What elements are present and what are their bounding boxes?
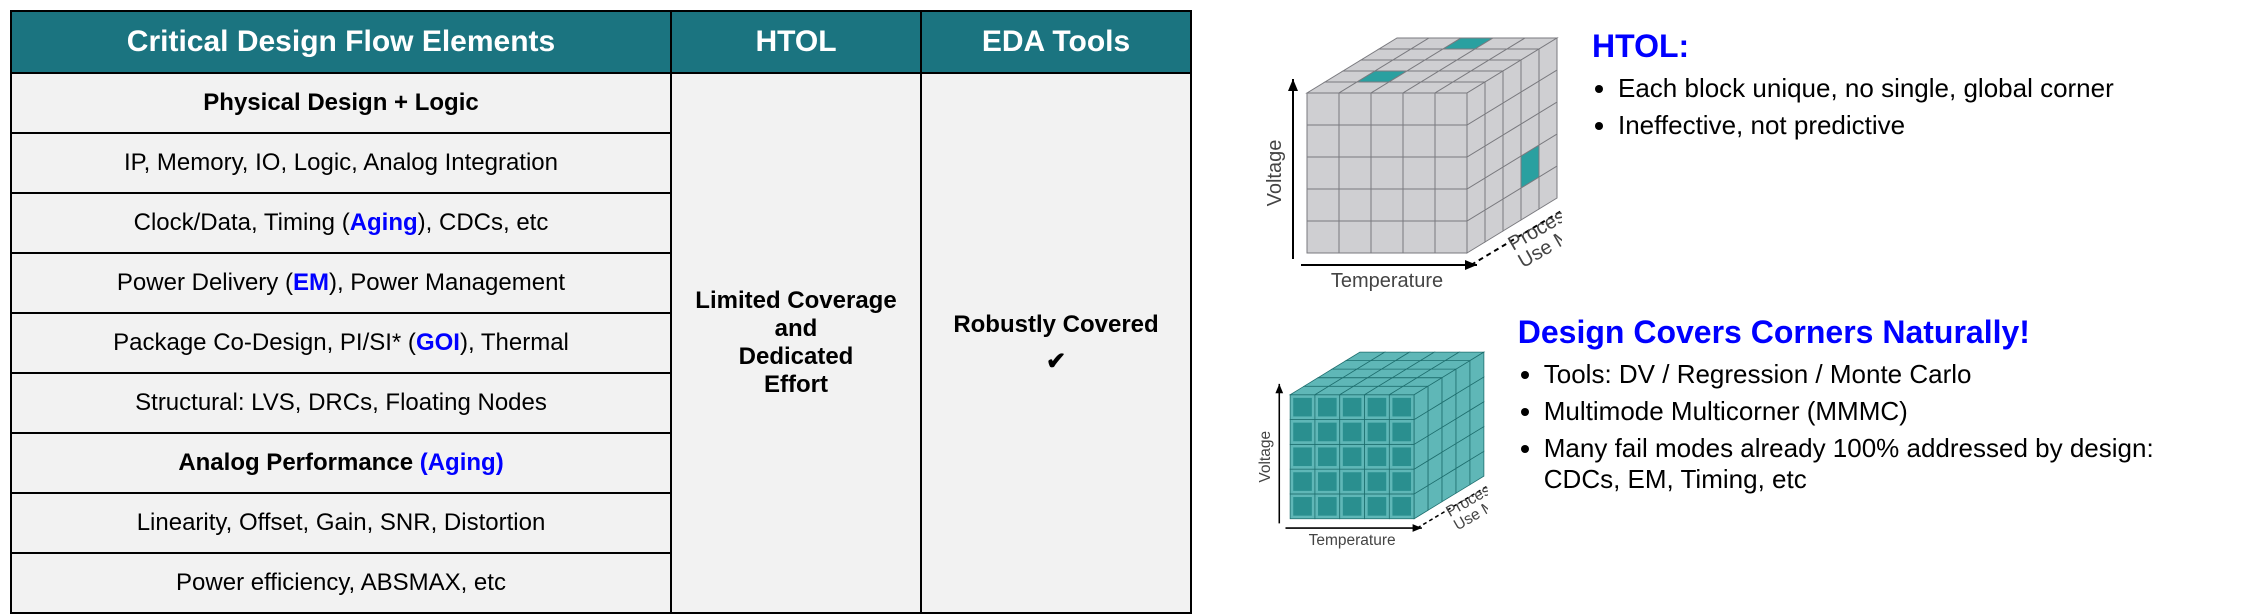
design-bullets: Tools: DV / Regression / Monte Carlo Mult… xyxy=(1518,359,2220,495)
right-panel: VoltageTemperatureProcess, Block,Use Mod… xyxy=(1212,10,2240,602)
design-heading: Design Covers Corners Naturally! xyxy=(1518,314,2220,351)
flow-element-cell: Clock/Data, Timing (Aging), CDCs, etc xyxy=(11,193,671,253)
svg-text:Voltage: Voltage xyxy=(1257,431,1274,483)
table-header: HTOL xyxy=(671,11,921,73)
flow-element-cell: Linearity, Offset, Gain, SNR, Distortion xyxy=(11,493,671,553)
htol-block: VoltageTemperatureProcess, Block,Use Mod… xyxy=(1232,28,2220,298)
flow-element-cell: Package Co-Design, PI/SI* (GOI), Thermal xyxy=(11,313,671,373)
htol-heading: HTOL: xyxy=(1592,28,2114,65)
bullet-item: Ineffective, not predictive xyxy=(1618,110,2114,141)
eda-coverage-cell: Robustly Covered✔ xyxy=(921,73,1191,613)
flow-element-cell: Physical Design + Logic xyxy=(11,73,671,133)
svg-text:Voltage: Voltage xyxy=(1264,140,1286,207)
htol-bullets: Each block unique, no single, global cor… xyxy=(1592,73,2114,141)
bullet-item: Each block unique, no single, global cor… xyxy=(1618,73,2114,104)
flow-element-cell: Structural: LVS, DRCs, Floating Nodes xyxy=(11,373,671,433)
bullet-item: Many fail modes already 100% addressed b… xyxy=(1544,433,2220,495)
svg-text:Temperature: Temperature xyxy=(1331,270,1443,292)
flow-element-cell: Analog Performance (Aging) xyxy=(11,433,671,493)
full-cube-diagram: VoltageTemperatureProcess, Block,Use Mod… xyxy=(1232,314,1488,584)
sparse-cube-diagram: VoltageTemperatureProcess, Block,Use Mod… xyxy=(1232,28,1562,298)
bullet-item: Tools: DV / Regression / Monte Carlo xyxy=(1544,359,2220,390)
flow-element-cell: Power Delivery (EM), Power Management xyxy=(11,253,671,313)
flow-element-cell: IP, Memory, IO, Logic, Analog Integratio… xyxy=(11,133,671,193)
design-block: VoltageTemperatureProcess, Block,Use Mod… xyxy=(1232,314,2220,584)
table-header: Critical Design Flow Elements xyxy=(11,11,671,73)
table-header: EDA Tools xyxy=(921,11,1191,73)
htol-coverage-cell: Limited CoverageandDedicatedEffort xyxy=(671,73,921,613)
bullet-item: Multimode Multicorner (MMMC) xyxy=(1544,396,2220,427)
design-flow-table: Critical Design Flow ElementsHTOLEDA Too… xyxy=(10,10,1192,614)
svg-text:Temperature: Temperature xyxy=(1309,532,1396,549)
flow-element-cell: Power efficiency, ABSMAX, etc xyxy=(11,553,671,613)
